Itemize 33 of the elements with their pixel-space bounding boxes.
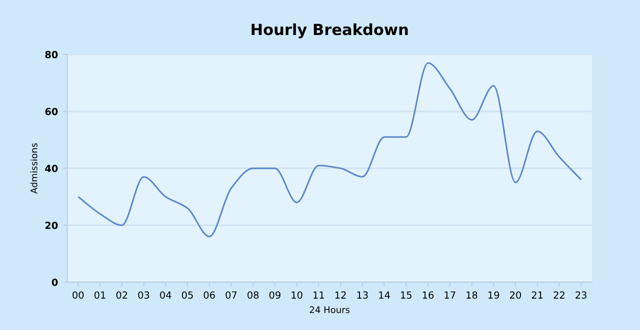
x-tick-label: 05 <box>182 291 193 299</box>
x-tick-label: 12 <box>335 291 346 299</box>
y-tick-label: 80 <box>45 50 58 58</box>
x-tick-label: 01 <box>94 291 106 299</box>
x-tick-label: 19 <box>488 291 500 299</box>
x-tick-label: 02 <box>116 291 128 299</box>
x-tick-label: 22 <box>554 291 564 299</box>
x-tick-label: 11 <box>314 291 324 299</box>
y-tick-label: 60 <box>45 108 58 116</box>
x-tick-label: 07 <box>226 291 237 299</box>
x-tick-label: 16 <box>422 291 434 299</box>
x-tick-label: 18 <box>466 291 478 299</box>
x-tick-label: 00 <box>72 291 84 299</box>
x-tick-label: 06 <box>204 291 215 299</box>
x-tick-label: 04 <box>160 291 172 299</box>
x-tick-label: 08 <box>248 291 259 299</box>
x-tick-label: 10 <box>292 291 302 299</box>
y-tick-label: 20 <box>45 222 58 230</box>
x-tick-label: 13 <box>357 291 368 299</box>
line-series <box>77 62 582 238</box>
x-tick-label: 03 <box>138 291 150 299</box>
x-tick-label: 17 <box>444 291 456 299</box>
x-tick-label: 14 <box>379 291 390 299</box>
x-tick-label: 09 <box>269 291 280 299</box>
y-tick-label: 0 <box>52 278 58 286</box>
x-tick-label: 21 <box>532 291 543 299</box>
y-axis-title: Admissions <box>30 143 38 194</box>
y-tick-label: 40 <box>45 164 58 172</box>
x-tick-label: 20 <box>510 291 522 299</box>
x-tick-label: 23 <box>576 291 586 299</box>
x-tick-label: 15 <box>401 291 412 299</box>
chart-title: Hourly Breakdown <box>252 23 408 38</box>
x-axis-title: 24 Hours <box>310 306 350 314</box>
